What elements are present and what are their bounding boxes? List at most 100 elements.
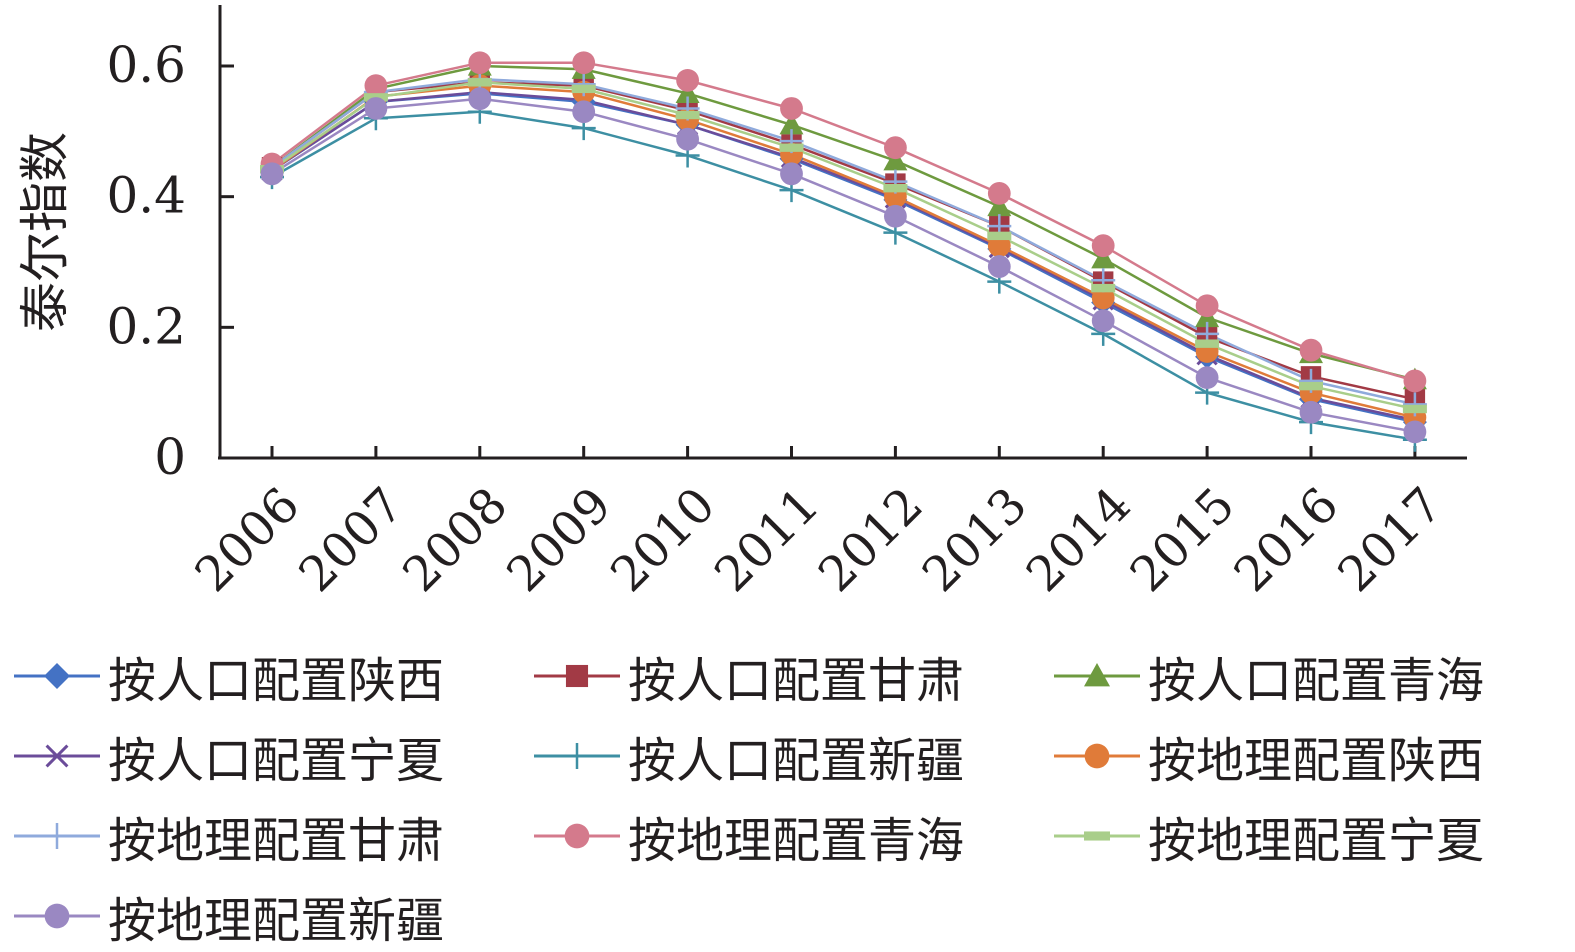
data-point xyxy=(884,136,907,160)
data-point xyxy=(1195,366,1219,390)
legend-label: 按地理配置甘肃 xyxy=(108,813,445,869)
legend-item: 按地理配置陕西 xyxy=(1052,720,1484,792)
data-point xyxy=(883,148,908,171)
legend-marker xyxy=(44,663,70,689)
series-line-6 xyxy=(271,84,1416,419)
legend-label: 按人口配置宁夏 xyxy=(108,733,445,789)
legend-label: 按地理配置新疆 xyxy=(108,893,445,949)
x-tick-label: 2013 xyxy=(912,477,1038,603)
legend-label: 按地理配置陕西 xyxy=(1148,733,1485,789)
series-markers-7 xyxy=(260,67,1427,417)
series-markers-10 xyxy=(260,87,1427,444)
x-tick-label: 2016 xyxy=(1224,477,1350,603)
legend-swatch xyxy=(14,744,100,768)
data-point xyxy=(1091,309,1115,333)
series-line-3 xyxy=(271,64,1416,381)
legend-item: 按人口配置甘肃 xyxy=(532,640,964,712)
x-tick-label: 2007 xyxy=(288,477,414,603)
legend-item: 按地理配置甘肃 xyxy=(12,800,444,872)
axes xyxy=(218,5,1467,460)
legend-swatch xyxy=(1054,743,1140,769)
series-lines xyxy=(271,61,1416,441)
x-tick-label: 2006 xyxy=(185,477,311,603)
data-point xyxy=(571,84,596,94)
legend-marker xyxy=(1084,663,1110,687)
y-tick-label: 0.6 xyxy=(106,36,186,94)
legend-marker xyxy=(44,903,70,929)
legend-swatch xyxy=(1054,831,1140,841)
legend-swatch xyxy=(14,663,100,689)
series-line-5 xyxy=(271,110,1416,441)
series-markers-4 xyxy=(261,81,1426,431)
data-point xyxy=(1402,404,1427,414)
y-tick-label: 0.4 xyxy=(106,167,186,225)
legend-marker xyxy=(44,823,70,849)
data-point xyxy=(572,51,596,75)
data-point xyxy=(468,51,492,75)
x-tick-label: 2008 xyxy=(392,477,518,603)
legend-label: 按人口配置甘肃 xyxy=(628,653,965,709)
data-point xyxy=(1299,381,1323,391)
x-tick-label: 2017 xyxy=(1327,477,1453,603)
data-point xyxy=(1091,283,1116,293)
data-point xyxy=(676,127,699,151)
data-point xyxy=(779,143,804,152)
data-point xyxy=(1403,420,1427,444)
data-point xyxy=(1299,338,1323,362)
series-line-8 xyxy=(271,61,1416,383)
legend-item: 按人口配置宁夏 xyxy=(12,720,444,792)
data-point xyxy=(468,87,492,111)
data-point xyxy=(779,112,804,135)
legend-item: 按人口配置青海 xyxy=(1052,640,1484,712)
data-point xyxy=(1195,294,1219,318)
data-point xyxy=(675,81,700,104)
series-line-9 xyxy=(271,81,1416,411)
legend-swatch xyxy=(534,664,620,688)
legend-item: 按地理配置青海 xyxy=(532,800,964,872)
legend-item: 按地理配置新疆 xyxy=(12,880,444,952)
data-point xyxy=(1403,369,1427,393)
legend-marker xyxy=(1084,831,1110,841)
x-tick-label: 2009 xyxy=(496,477,622,603)
data-point xyxy=(260,162,284,186)
data-point xyxy=(987,182,1011,205)
data-point xyxy=(1299,400,1323,424)
legend-item: 按人口配置陕西 xyxy=(12,640,444,712)
data-point xyxy=(1091,246,1116,269)
series-line-4 xyxy=(271,90,1416,422)
x-tick-label: 2010 xyxy=(600,477,726,603)
data-point xyxy=(780,97,803,120)
data-point xyxy=(884,204,907,228)
legend-label: 按地理配置宁夏 xyxy=(1148,813,1485,869)
line-chart: 泰尔指数 00.20.40.62006200720082009201020112… xyxy=(16,5,1467,603)
y-tick-label: 0.2 xyxy=(106,297,186,355)
y-tick-label: 0 xyxy=(154,428,186,486)
legend-item: 按人口配置新疆 xyxy=(532,720,964,792)
legend-swatch xyxy=(534,823,620,849)
series-markers-5 xyxy=(260,99,1427,452)
legend-label: 按人口配置青海 xyxy=(1148,653,1485,709)
legend-marker xyxy=(565,664,589,688)
legend-marker xyxy=(564,743,590,769)
data-point xyxy=(676,68,699,92)
series-line-7 xyxy=(271,77,1416,406)
data-point xyxy=(467,78,492,87)
series-markers-2 xyxy=(261,72,1426,410)
legend-swatch xyxy=(534,743,620,769)
x-tick-label: 2012 xyxy=(808,477,934,603)
series-line-10 xyxy=(271,97,1416,434)
data-point xyxy=(883,183,908,193)
data-point xyxy=(987,255,1011,278)
legend-label: 按人口配置新疆 xyxy=(628,733,965,789)
x-tick-label: 2015 xyxy=(1120,477,1246,603)
data-point xyxy=(1091,234,1115,258)
y-axis-label: 泰尔指数 xyxy=(16,132,74,332)
legend-swatch xyxy=(14,823,100,849)
data-point xyxy=(987,231,1012,241)
legend-marker xyxy=(564,823,590,849)
legend-item: 按地理配置宁夏 xyxy=(1052,800,1484,872)
data-point xyxy=(675,110,700,120)
legend-swatch xyxy=(14,903,100,929)
legend-marker xyxy=(45,744,69,768)
data-point xyxy=(1195,339,1220,348)
